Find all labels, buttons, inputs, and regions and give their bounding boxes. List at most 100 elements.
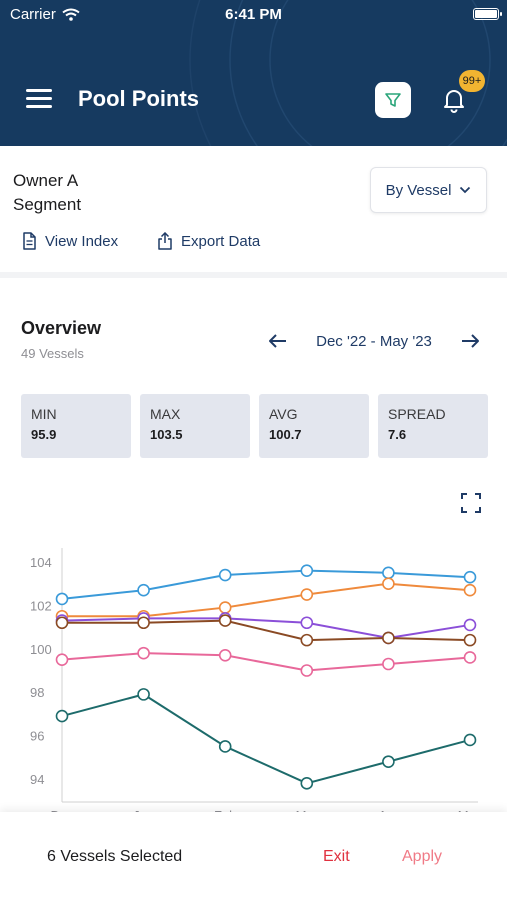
data-point[interactable]	[463, 583, 477, 597]
owner-info: Owner A Segment	[13, 169, 81, 217]
stat-min: MIN 95.9	[21, 394, 131, 458]
y-tick-label: 102	[30, 598, 52, 613]
group-by-value: By Vessel	[385, 181, 452, 199]
data-point[interactable]	[300, 616, 314, 630]
series-line	[61, 569, 471, 600]
next-period-button[interactable]	[458, 329, 482, 353]
data-point[interactable]	[137, 616, 150, 630]
export-data-label: Export Data	[181, 232, 261, 250]
segment-name: Segment	[13, 195, 82, 214]
share-icon	[158, 232, 172, 250]
filter-button[interactable]	[375, 82, 411, 118]
owner-name: Owner A	[13, 171, 79, 190]
wifi-icon	[62, 8, 80, 21]
document-icon	[23, 232, 36, 250]
stat-avg: AVG 100.7	[259, 394, 369, 458]
notification-badge: 99+	[459, 70, 485, 92]
page-title: Pool Points	[78, 86, 199, 111]
group-by-dropdown[interactable]: By Vessel	[370, 167, 487, 213]
app-header: Carrier 6:41 PM Pool Points 99+	[0, 0, 507, 146]
x-tick-label: Jan	[133, 808, 154, 812]
stat-label: SPREAD	[388, 406, 446, 422]
data-point[interactable]	[463, 651, 477, 664]
data-point[interactable]	[382, 631, 395, 645]
stat-value: 7.6	[388, 427, 407, 442]
view-index-link[interactable]: View Index	[22, 232, 118, 250]
section-divider	[0, 272, 507, 278]
selection-bar: 6 Vessels Selected Exit Apply	[0, 812, 507, 900]
header-decoration	[189, 0, 507, 146]
y-tick-label: 96	[30, 729, 44, 744]
status-time: 6:41 PM	[225, 6, 282, 23]
data-point[interactable]	[300, 564, 314, 577]
previous-period-button[interactable]	[266, 329, 290, 353]
filter-icon	[385, 93, 401, 107]
data-point[interactable]	[218, 601, 232, 614]
date-navigator: Dec '22 - May '23	[266, 329, 482, 353]
data-point[interactable]	[463, 733, 477, 747]
y-tick-label: 94	[30, 772, 44, 787]
export-data-link[interactable]: Export Data	[157, 232, 260, 250]
x-tick-label: Feb	[214, 808, 236, 812]
data-point[interactable]	[218, 614, 232, 627]
data-point[interactable]	[55, 616, 69, 630]
exit-button[interactable]: Exit	[323, 848, 350, 865]
status-bar: Carrier 6:41 PM	[0, 0, 507, 30]
data-point[interactable]	[137, 583, 150, 597]
data-point[interactable]	[382, 755, 395, 768]
series-line	[62, 619, 471, 642]
stat-value: 95.9	[31, 427, 57, 442]
expand-icon[interactable]	[461, 493, 481, 513]
data-point[interactable]	[55, 709, 69, 723]
stat-value: 103.5	[150, 427, 183, 442]
view-index-label: View Index	[45, 232, 119, 250]
data-point[interactable]	[382, 657, 395, 671]
x-tick-label: Mar	[296, 808, 319, 812]
selected-count: 6 Vessels Selected	[47, 848, 183, 865]
line-chart: 104 102 100 98 96 94 Dec Jan Feb Mar Apr May	[30, 548, 483, 812]
date-range: Dec '22 - May '23	[316, 332, 432, 350]
chevron-down-icon	[460, 186, 471, 194]
series-line	[61, 693, 471, 785]
data-point[interactable]	[137, 688, 150, 701]
carrier-label: Carrier	[10, 6, 56, 23]
data-point[interactable]	[463, 633, 477, 647]
series-line	[62, 582, 471, 618]
series-line	[61, 652, 471, 672]
data-point[interactable]	[382, 566, 395, 580]
menu-icon[interactable]	[26, 89, 52, 109]
data-point[interactable]	[218, 740, 232, 753]
stat-max: MAX 103.5	[140, 394, 250, 458]
data-point[interactable]	[55, 653, 69, 666]
y-tick-label: 98	[30, 685, 44, 700]
data-point[interactable]	[463, 618, 477, 632]
arrow-right-icon	[462, 334, 479, 348]
stat-label: MAX	[150, 406, 181, 422]
bell-icon[interactable]	[440, 86, 468, 114]
y-tick-label: 100	[30, 642, 52, 657]
data-point[interactable]	[300, 633, 314, 647]
stat-spread: SPREAD 7.6	[378, 394, 488, 458]
overview-title: Overview	[21, 318, 102, 338]
series-line	[61, 617, 471, 639]
data-point[interactable]	[218, 568, 232, 582]
stat-value: 100.7	[269, 427, 302, 442]
x-tick-label: Dec	[50, 808, 74, 812]
data-point[interactable]	[300, 588, 314, 601]
stat-label: MIN	[31, 406, 57, 422]
arrow-left-icon	[269, 334, 286, 348]
x-tick-label: May	[458, 808, 483, 812]
data-point[interactable]	[137, 646, 150, 660]
x-tick-label: Apr	[378, 808, 399, 812]
battery-icon	[473, 8, 502, 20]
data-point[interactable]	[382, 577, 395, 591]
vessel-count: 49 Vessels	[21, 346, 84, 361]
data-point[interactable]	[55, 592, 69, 606]
data-point[interactable]	[463, 570, 477, 584]
stat-label: AVG	[269, 406, 298, 422]
data-point[interactable]	[300, 664, 314, 677]
apply-button[interactable]: Apply	[402, 848, 443, 865]
data-point[interactable]	[300, 777, 314, 790]
y-tick-label: 104	[30, 555, 52, 570]
data-point[interactable]	[218, 649, 232, 662]
